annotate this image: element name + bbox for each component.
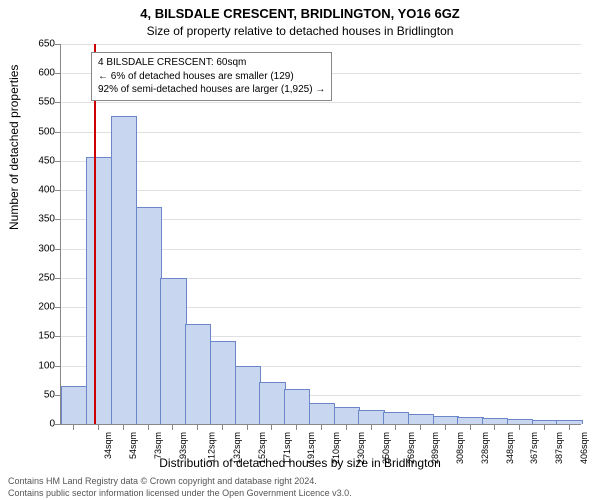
x-tick-label: 93sqm — [178, 432, 188, 459]
footer-line2: Contains public sector information licen… — [8, 488, 352, 498]
grid-line — [61, 132, 581, 133]
bar — [433, 416, 459, 424]
y-tick-label: 150 — [38, 331, 55, 342]
bar — [383, 412, 409, 424]
bar — [185, 324, 211, 424]
bar — [136, 207, 162, 424]
grid-line — [61, 102, 581, 103]
x-tick — [222, 425, 223, 430]
bar — [160, 278, 186, 424]
bar — [235, 366, 261, 424]
bar — [457, 417, 483, 424]
bar — [358, 410, 384, 424]
bar — [556, 420, 582, 424]
bar — [86, 157, 112, 424]
grid-line — [61, 44, 581, 45]
chart-title: 4, BILSDALE CRESCENT, BRIDLINGTON, YO16 … — [0, 6, 600, 21]
x-tick — [98, 425, 99, 430]
annotation-box: 4 BILSDALE CRESCENT: 60sqm ← 6% of detac… — [91, 52, 332, 101]
x-tick — [148, 425, 149, 430]
bar — [482, 418, 508, 424]
y-tick-label: 300 — [38, 243, 55, 254]
y-tick — [55, 161, 60, 162]
x-tick — [494, 425, 495, 430]
y-tick-label: 550 — [38, 97, 55, 108]
annotation-line2: ← 6% of detached houses are smaller (129… — [98, 70, 325, 84]
y-tick-label: 500 — [38, 126, 55, 137]
y-tick — [55, 278, 60, 279]
marker-line — [94, 44, 96, 424]
property-size-chart: 4, BILSDALE CRESCENT, BRIDLINGTON, YO16 … — [0, 0, 600, 500]
x-tick — [123, 425, 124, 430]
y-tick-label: 350 — [38, 214, 55, 225]
y-tick — [55, 424, 60, 425]
bar — [210, 341, 236, 424]
grid-line — [61, 161, 581, 162]
y-tick-label: 0 — [49, 419, 55, 430]
y-tick — [55, 395, 60, 396]
y-tick — [55, 102, 60, 103]
y-tick-label: 200 — [38, 302, 55, 313]
annotation-line1: 4 BILSDALE CRESCENT: 60sqm — [98, 56, 325, 70]
x-tick — [371, 425, 372, 430]
annotation-line3: 92% of semi-detached houses are larger (… — [98, 83, 325, 97]
y-tick — [55, 73, 60, 74]
y-tick-label: 650 — [38, 39, 55, 50]
bar — [532, 420, 558, 425]
x-tick — [395, 425, 396, 430]
y-tick — [55, 336, 60, 337]
x-tick-label: 34sqm — [103, 432, 113, 459]
x-axis-title: Distribution of detached houses by size … — [0, 456, 600, 470]
plot-area: 0501001502002503003504004505005506006503… — [60, 44, 581, 425]
y-tick-label: 50 — [44, 389, 55, 400]
bar — [334, 407, 360, 424]
x-tick — [569, 425, 570, 430]
y-tick — [55, 307, 60, 308]
x-tick-label: 73sqm — [153, 432, 163, 459]
chart-subtitle: Size of property relative to detached ho… — [0, 24, 600, 38]
y-tick-label: 600 — [38, 68, 55, 79]
y-axis-title: Number of detached properties — [7, 65, 21, 230]
footer-line1: Contains HM Land Registry data © Crown c… — [8, 476, 317, 486]
x-tick — [247, 425, 248, 430]
y-tick — [55, 219, 60, 220]
x-tick — [296, 425, 297, 430]
y-tick-label: 450 — [38, 155, 55, 166]
x-tick — [172, 425, 173, 430]
y-tick — [55, 132, 60, 133]
y-tick-label: 100 — [38, 360, 55, 371]
x-tick — [197, 425, 198, 430]
bar — [284, 389, 310, 424]
x-tick — [519, 425, 520, 430]
bar — [61, 386, 87, 424]
bar — [309, 403, 335, 424]
bar — [111, 116, 137, 424]
y-tick-label: 250 — [38, 272, 55, 283]
x-tick — [470, 425, 471, 430]
grid-line — [61, 190, 581, 191]
y-tick-label: 400 — [38, 185, 55, 196]
bar — [507, 419, 533, 424]
x-tick — [445, 425, 446, 430]
x-tick-label: 54sqm — [128, 432, 138, 459]
x-tick — [271, 425, 272, 430]
y-tick — [55, 44, 60, 45]
bar — [259, 382, 285, 424]
x-tick — [544, 425, 545, 430]
y-tick — [55, 366, 60, 367]
x-tick — [321, 425, 322, 430]
x-tick — [420, 425, 421, 430]
y-tick — [55, 190, 60, 191]
y-tick — [55, 249, 60, 250]
x-tick — [346, 425, 347, 430]
bar — [408, 414, 434, 424]
x-tick — [73, 425, 74, 430]
